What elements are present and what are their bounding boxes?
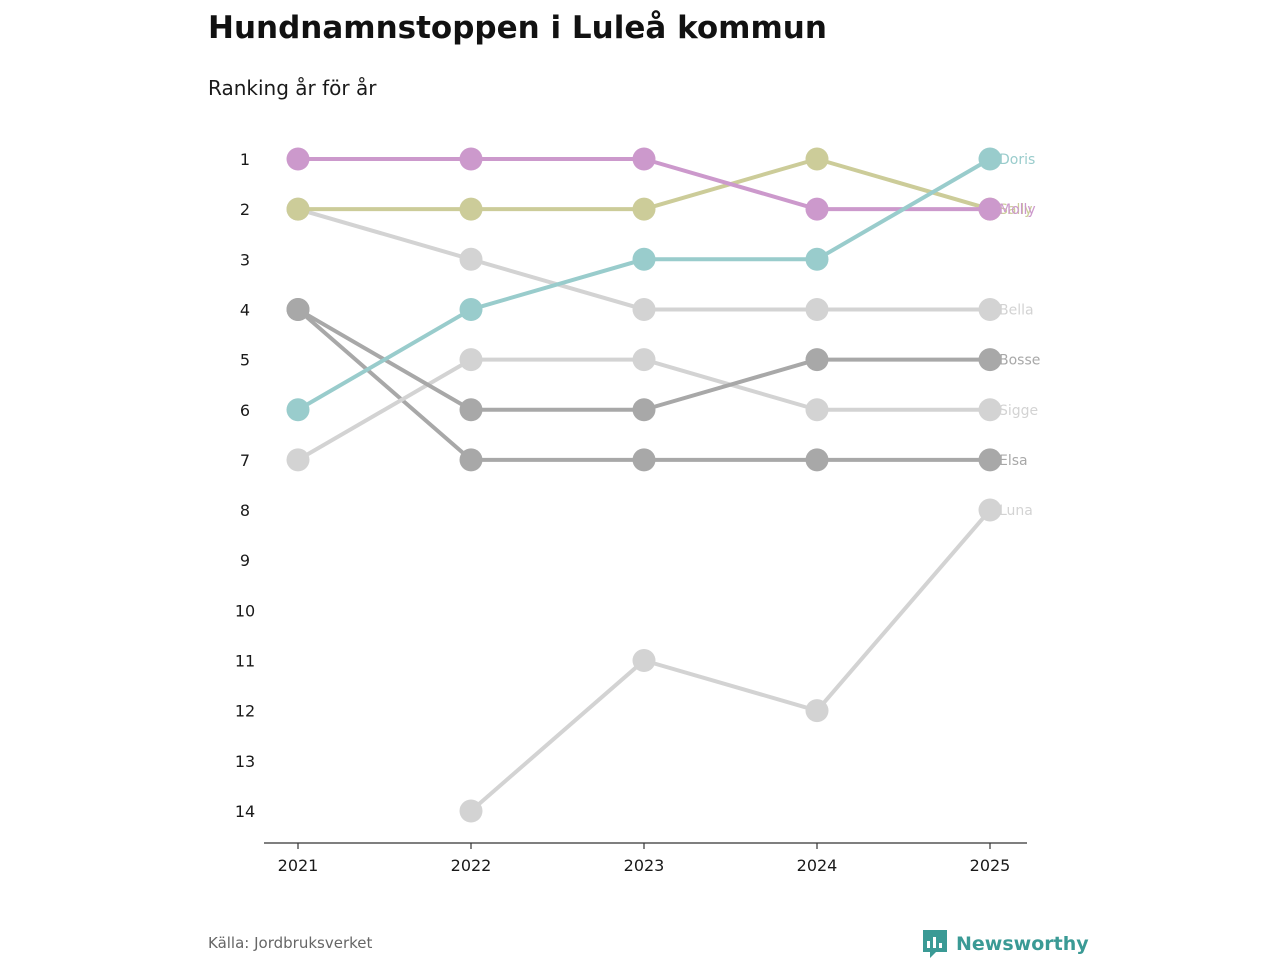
- y-tick-label: 6: [240, 401, 250, 420]
- data-point: [286, 297, 310, 321]
- brand-name: Newsworthy: [956, 933, 1089, 955]
- data-point: [978, 498, 1002, 522]
- data-point: [978, 398, 1002, 422]
- data-point: [459, 448, 483, 472]
- chart-subtitle: Ranking år för år: [208, 76, 377, 100]
- data-point: [978, 147, 1002, 171]
- series-end-label: Elsa: [999, 453, 1028, 469]
- brand-logo[interactable]: Newsworthy: [922, 929, 1089, 959]
- data-point: [805, 197, 829, 221]
- x-tick-label: 2025: [970, 856, 1011, 875]
- series-doris: [286, 147, 1002, 422]
- series-end-label: Doris: [999, 152, 1035, 168]
- data-point: [805, 448, 829, 472]
- data-point: [805, 247, 829, 271]
- x-tick-label: 2022: [451, 856, 492, 875]
- data-point: [286, 197, 310, 221]
- data-point: [459, 398, 483, 422]
- data-point: [459, 348, 483, 372]
- data-point: [286, 398, 310, 422]
- data-point: [459, 297, 483, 321]
- y-tick-label: 9: [240, 551, 250, 570]
- data-point: [632, 398, 656, 422]
- data-point: [978, 197, 1002, 221]
- data-point: [978, 297, 1002, 321]
- series-layer: [286, 147, 1002, 823]
- data-point: [805, 348, 829, 372]
- series-bosse: [286, 297, 1002, 422]
- bar-chart-speech-icon: [923, 930, 947, 958]
- y-tick-label: 4: [240, 300, 250, 319]
- data-point: [632, 147, 656, 171]
- series-elsa: [286, 297, 1002, 472]
- y-tick-label: 14: [235, 802, 255, 821]
- data-point: [459, 197, 483, 221]
- data-point: [805, 297, 829, 321]
- series-line: [469, 508, 992, 813]
- series-end-label: Molly: [999, 202, 1036, 218]
- y-tick-label: 10: [235, 601, 255, 620]
- data-point: [286, 147, 310, 171]
- y-tick-label: 13: [235, 752, 255, 771]
- data-point: [632, 348, 656, 372]
- x-axis: 2021 2022 2023 2024 2025: [278, 843, 1011, 875]
- y-tick-label: 12: [235, 702, 255, 721]
- series-end-label: Luna: [999, 503, 1033, 519]
- y-tick-label: 7: [240, 451, 250, 470]
- data-point: [978, 348, 1002, 372]
- data-point: [978, 448, 1002, 472]
- y-tick-label: 8: [240, 501, 250, 520]
- data-point: [286, 448, 310, 472]
- y-tick-label: 1: [240, 150, 250, 169]
- data-point: [459, 799, 483, 823]
- data-point: [632, 649, 656, 672]
- series-end-label: Sigge: [999, 403, 1038, 419]
- series-sigge: [286, 348, 1002, 472]
- y-tick-label: 5: [240, 351, 250, 370]
- data-point: [805, 147, 829, 171]
- data-point: [632, 197, 656, 221]
- data-point: [459, 147, 483, 171]
- series-line: [296, 157, 992, 412]
- y-tick-label: 2: [240, 200, 250, 219]
- series-end-label: Sally: [999, 202, 1033, 218]
- series-molly: [286, 147, 1002, 221]
- data-point: [632, 247, 656, 271]
- data-point: [632, 297, 656, 321]
- y-tick-label: 11: [235, 652, 255, 671]
- source-note: Källa: Jordbruksverket: [208, 934, 373, 952]
- series-luna: [459, 498, 1002, 823]
- x-tick-label: 2021: [278, 856, 319, 875]
- series-line: [296, 307, 992, 462]
- data-point: [632, 448, 656, 472]
- series-end-label: Bella: [999, 302, 1034, 318]
- x-tick-label: 2024: [797, 856, 838, 875]
- y-tick-label: 3: [240, 250, 250, 269]
- x-tick-label: 2023: [624, 856, 665, 875]
- data-point: [459, 247, 483, 271]
- series-end-label: Bosse: [999, 353, 1040, 369]
- data-point: [805, 398, 829, 422]
- chart-title: Hundnamnstoppen i Luleå kommun: [208, 10, 827, 46]
- data-point: [805, 699, 829, 723]
